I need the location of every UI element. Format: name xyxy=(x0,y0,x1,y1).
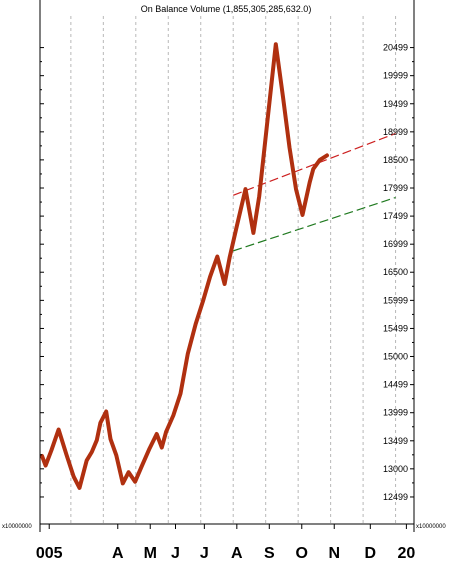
x-tick-label: D xyxy=(365,545,377,561)
obv-data-point xyxy=(156,433,158,435)
axis-multiplier-label-left: x10000000 xyxy=(2,524,32,530)
obv-data-point xyxy=(309,181,311,183)
x-tick-label: J xyxy=(171,545,180,561)
y-tick-label: 17499 xyxy=(383,211,408,221)
obv-data-point xyxy=(179,392,182,395)
obv-data-point xyxy=(301,214,304,216)
x-tick-label: 005 xyxy=(36,545,63,561)
y-tick-label: 15000 xyxy=(383,351,408,361)
obv-data-point xyxy=(244,188,247,190)
y-tick-label: 19999 xyxy=(383,71,408,81)
obv-data-point xyxy=(78,487,81,489)
obv-data-point xyxy=(216,255,218,258)
obv-data-point xyxy=(140,465,143,468)
obv-data-point xyxy=(172,414,174,417)
y-tick-label: 14499 xyxy=(383,380,408,390)
x-tick-label: M xyxy=(144,545,157,561)
obv-data-point xyxy=(109,438,112,440)
obv-data-point xyxy=(195,323,197,325)
obv-data-point xyxy=(209,276,211,278)
obv-data-point xyxy=(50,449,52,451)
obv-data-point xyxy=(223,283,226,285)
y-tick-label: 16500 xyxy=(383,267,408,277)
axis-multiplier-label-right: x10000000 xyxy=(416,524,446,530)
x-tick-label: O xyxy=(296,545,308,561)
chart-title: On Balance Volume (1,855,305,285,632.0) xyxy=(141,4,312,14)
y-tick-label: 15499 xyxy=(383,323,408,333)
y-tick-label: 17999 xyxy=(383,183,408,193)
obv-data-point xyxy=(282,96,284,98)
obv-data-point xyxy=(319,159,321,161)
obv-data-point xyxy=(105,410,107,413)
y-tick-label: 12499 xyxy=(383,492,408,502)
obv-data-point xyxy=(91,451,93,453)
obv-data-point xyxy=(258,195,260,197)
obv-data-point xyxy=(266,123,268,125)
obv-data-point xyxy=(252,232,255,234)
obv-data-point xyxy=(275,43,277,45)
y-tick-label: 20499 xyxy=(383,43,408,53)
y-tick-label: 16999 xyxy=(383,239,408,249)
x-tick-label: J xyxy=(200,545,209,561)
obv-data-point xyxy=(161,446,163,449)
y-tick-label: 18500 xyxy=(383,155,408,165)
x-tick-label: A xyxy=(231,545,243,561)
x-tick-label: A xyxy=(112,545,124,561)
y-tick-label: 18999 xyxy=(383,127,408,137)
y-tick-label: 13999 xyxy=(383,408,408,418)
obv-data-point xyxy=(127,471,130,473)
obv-data-point xyxy=(134,481,136,483)
y-tick-label: 19499 xyxy=(383,99,408,109)
obv-data-point xyxy=(202,300,204,303)
obv-data-point xyxy=(288,146,291,149)
obv-data-point xyxy=(96,439,98,441)
x-tick-label: 20 xyxy=(397,545,415,561)
y-tick-label: 13000 xyxy=(383,464,408,474)
obv-data-point xyxy=(312,168,314,170)
obv-data-point xyxy=(86,459,88,462)
obv-data-point xyxy=(229,257,231,259)
trendline xyxy=(233,196,396,252)
obv-data-point xyxy=(326,154,328,156)
x-tick-label: S xyxy=(264,545,275,561)
obv-data-point xyxy=(295,188,297,190)
obv-data-point xyxy=(148,448,151,450)
x-tick-label: N xyxy=(328,545,340,561)
obv-data-point xyxy=(99,422,102,424)
obv-data-point xyxy=(165,431,167,433)
obv-data-point xyxy=(65,454,68,456)
obv-data-point xyxy=(236,225,238,227)
obv-data-point xyxy=(73,476,75,478)
y-tick-label: 15999 xyxy=(383,295,408,305)
obv-data-point xyxy=(115,454,117,456)
y-tick-label: 13499 xyxy=(383,436,408,446)
obv-data-point xyxy=(45,464,47,467)
obv-data-point xyxy=(57,428,60,431)
obv-data-point xyxy=(122,482,124,485)
obv-data-point xyxy=(41,455,43,457)
obv-data-point xyxy=(187,353,189,355)
